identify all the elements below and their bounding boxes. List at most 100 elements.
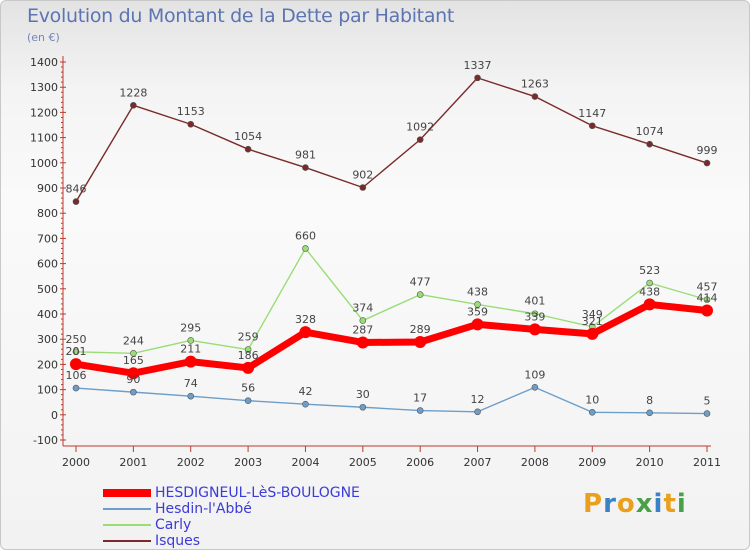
data-point: [130, 388, 137, 396]
data-label: 359: [467, 305, 488, 318]
data-point: [643, 298, 656, 311]
data-label: 1074: [636, 125, 664, 138]
data-point: [646, 140, 653, 148]
logo-letter: t: [663, 489, 677, 519]
data-label: 8: [646, 394, 653, 407]
data-point: [528, 323, 541, 336]
data-label: 401: [524, 295, 545, 308]
series-line-3: [75, 77, 708, 202]
y-tick-label: 600: [37, 258, 58, 271]
data-point: [474, 301, 481, 308]
legend-label: Carly: [155, 517, 192, 533]
data-point: [531, 93, 539, 100]
data-point: [474, 74, 481, 82]
x-tick-label: 2010: [636, 456, 664, 469]
data-point: [242, 361, 255, 374]
x-tick-label: 2002: [177, 456, 205, 469]
x-tick-label: 2007: [464, 456, 492, 469]
x-tick-label: 2000: [62, 456, 90, 469]
y-tick-label: 100: [37, 384, 58, 397]
data-point: [414, 335, 427, 348]
data-label: 339: [524, 310, 545, 323]
logo-letter: P: [583, 489, 604, 519]
data-label: 90: [126, 373, 140, 386]
data-point: [72, 348, 80, 356]
data-label: 374: [352, 302, 373, 315]
y-tick-label: 0: [51, 409, 58, 422]
data-label: 457: [697, 281, 718, 294]
data-point: [416, 407, 424, 414]
data-label: 17: [413, 392, 427, 405]
x-tick-label: 2003: [234, 456, 262, 469]
series-line-0: [75, 300, 708, 377]
data-point: [646, 409, 653, 417]
data-label: 846: [66, 183, 87, 196]
data-point: [184, 355, 197, 368]
data-label: 201: [66, 345, 87, 358]
data-label: 244: [123, 334, 144, 347]
data-label: 1092: [406, 121, 434, 134]
data-label: 250: [66, 333, 87, 346]
data-label: 981: [295, 149, 316, 162]
x-tick-label: 2005: [349, 456, 377, 469]
chart-title: Evolution du Montant de la Dette par Hab…: [27, 5, 455, 27]
data-label: 321: [582, 315, 603, 328]
x-tick-label: 2011: [693, 456, 721, 469]
data-point: [588, 408, 596, 416]
data-label: 328: [295, 313, 316, 326]
x-tick-label: 2006: [406, 456, 434, 469]
series-line-2: [75, 247, 708, 355]
data-point: [416, 136, 424, 143]
data-label: 660: [295, 229, 316, 242]
y-tick-label: 1300: [30, 81, 58, 94]
data-label: 109: [524, 368, 545, 381]
logo-letter: r: [603, 489, 617, 519]
y-tick-label: 500: [37, 283, 58, 296]
data-point: [646, 279, 653, 287]
data-label: 1263: [521, 78, 549, 91]
data-label: 42: [298, 385, 312, 398]
legend-swatch: [103, 540, 151, 542]
data-point: [703, 159, 711, 167]
y-tick-label: 1000: [30, 157, 58, 170]
data-label: 289: [410, 323, 431, 336]
y-tick-label: 300: [37, 333, 58, 346]
x-tick-label: 2008: [521, 456, 549, 469]
data-label: 10: [585, 393, 599, 406]
data-label: 1228: [119, 86, 147, 99]
data-point: [474, 408, 481, 416]
y-tick-label: 200: [37, 358, 58, 371]
logo-letter: i: [676, 489, 687, 519]
data-label: 523: [639, 264, 660, 277]
data-label: 1147: [578, 107, 606, 120]
data-label: 414: [697, 291, 718, 304]
y-tick-label: 700: [37, 232, 58, 245]
data-point: [302, 245, 309, 252]
proxiti-logo: Proxiti: [583, 489, 687, 519]
data-label: 30: [356, 388, 370, 401]
data-point: [187, 120, 195, 128]
data-label: 186: [238, 349, 259, 362]
data-label: 165: [123, 354, 144, 367]
data-label: 349: [582, 308, 603, 321]
data-point: [359, 184, 367, 191]
data-point: [471, 318, 484, 331]
y-tick-label: -100: [33, 434, 58, 447]
data-point: [359, 403, 367, 411]
logo-letter: i: [653, 489, 664, 519]
data-point: [703, 410, 711, 417]
y-tick-label: 1400: [30, 56, 58, 69]
data-label: 106: [66, 369, 87, 382]
data-label: 259: [238, 331, 259, 344]
data-point: [72, 198, 80, 205]
data-point: [244, 397, 252, 404]
data-point: [130, 350, 137, 357]
data-label: 287: [352, 323, 373, 336]
data-point: [130, 102, 137, 109]
data-label: 1337: [464, 59, 492, 72]
y-tick-label: 800: [37, 207, 58, 220]
data-label: 999: [697, 144, 718, 157]
legend-label: Hesdin-l'Abbé: [155, 501, 252, 517]
x-tick-label: 2004: [291, 456, 319, 469]
